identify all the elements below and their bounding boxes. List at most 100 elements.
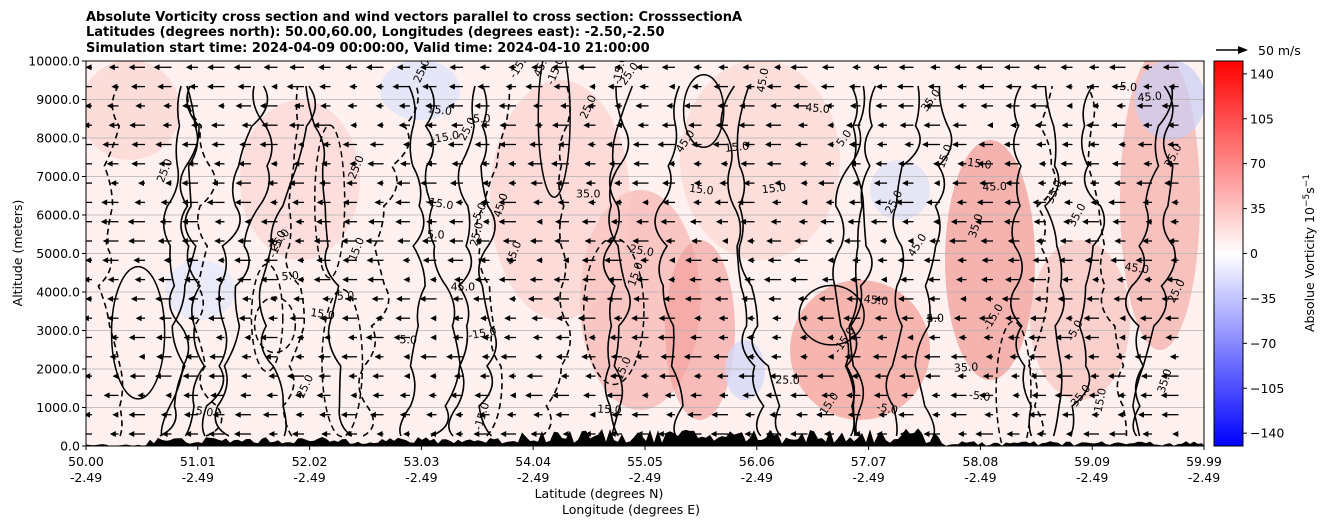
- wind-vector-head: [1028, 353, 1035, 360]
- wind-vector-head: [527, 160, 534, 167]
- wind-vector-head: [159, 218, 166, 225]
- wind-vector-head: [397, 238, 404, 244]
- wind-vector-head: [536, 257, 543, 264]
- wind-vector-head: [155, 334, 162, 341]
- wind-vector-head: [1087, 353, 1094, 360]
- wind-vector-head: [1142, 238, 1149, 244]
- wind-vector-head: [640, 373, 647, 380]
- wind-vector-head: [744, 431, 751, 437]
- wind-vector-head: [1166, 276, 1173, 283]
- wind-vector-head: [827, 257, 834, 264]
- x-tick-label-lon: -2.49: [629, 470, 661, 485]
- wind-vector-head: [376, 122, 383, 129]
- wind-vector-head: [556, 315, 563, 322]
- contour-line: [1086, 85, 1128, 437]
- wind-vector-head: [1116, 276, 1123, 283]
- wind-vector-head: [426, 199, 433, 206]
- wind-vector-head: [1119, 334, 1126, 341]
- wind-vector-head: [130, 83, 137, 90]
- wind-vector-head: [849, 102, 856, 109]
- wind-vector-head: [923, 122, 930, 129]
- wind-vector-head: [207, 64, 214, 71]
- contour-line: [848, 85, 877, 437]
- wind-vector-head: [924, 102, 931, 109]
- wind-vector-head: [1119, 315, 1126, 322]
- wind-vector-head: [1113, 295, 1120, 302]
- wind-vector-head: [979, 180, 986, 187]
- x-tick-label-lat: 59.99: [1186, 454, 1222, 469]
- wind-vector-head: [581, 257, 588, 264]
- wind-vector-head: [607, 83, 614, 90]
- wind-vector-head: [714, 199, 721, 206]
- contour-label: -5.0: [876, 400, 899, 417]
- wind-vector-head: [376, 180, 383, 187]
- wind-vector-head: [898, 411, 905, 418]
- wind-vector-head: [957, 160, 964, 167]
- wind-vector-head: [631, 334, 638, 341]
- wind-vector-head: [108, 122, 115, 129]
- wind-vector-head: [498, 102, 505, 109]
- wind-vector-head: [215, 295, 222, 302]
- wind-vector-head: [604, 257, 611, 264]
- wind-vector-head: [766, 83, 773, 90]
- wind-vector-head: [766, 238, 773, 244]
- wind-vector-head: [110, 334, 117, 341]
- wind-vector-head: [843, 315, 850, 322]
- wind-vector-head: [664, 392, 671, 399]
- wind-vector-head: [181, 180, 188, 187]
- wind-vector-head: [900, 276, 907, 283]
- wind-vector-head: [454, 276, 461, 283]
- wind-vector-head: [319, 315, 326, 322]
- wind-vector-head: [369, 411, 376, 418]
- wind-vector-head: [531, 64, 538, 71]
- wind-vector-head: [950, 392, 957, 399]
- wind-vector-head: [447, 141, 454, 148]
- contour-label: 15.0: [1092, 387, 1109, 414]
- wind-vector-head: [452, 295, 459, 302]
- wind-vector-head: [536, 218, 543, 225]
- wind-vector-head: [508, 160, 515, 167]
- wind-vector-head: [794, 238, 801, 244]
- wind-vector-head: [1032, 257, 1039, 264]
- wind-vector-head: [498, 199, 505, 206]
- wind-vector-head: [319, 411, 326, 418]
- wind-vector-head: [1117, 392, 1124, 399]
- wind-vector-head: [428, 392, 435, 399]
- wind-vector-head: [897, 160, 904, 167]
- contour-label: 35.0: [576, 187, 601, 200]
- wind-vector-head: [1091, 411, 1098, 418]
- wind-vector-head: [1108, 199, 1115, 206]
- wind-vector-head: [268, 431, 275, 437]
- wind-vector-head: [215, 276, 222, 283]
- wind-vector-head: [160, 411, 167, 418]
- wind-vector-head: [1168, 83, 1175, 90]
- wind-vector-head: [288, 122, 295, 129]
- wind-vector-head: [926, 199, 933, 206]
- wind-vector-head: [135, 315, 142, 322]
- wind-vector-head: [1036, 431, 1043, 437]
- wind-vector-head: [922, 141, 929, 148]
- wind-vector-head: [852, 64, 859, 71]
- wind-vector-head: [661, 122, 668, 129]
- wind-vector-head: [207, 315, 214, 322]
- wind-vector-head: [792, 102, 799, 109]
- wind-vector-head: [744, 276, 751, 283]
- wind-vector-head: [948, 238, 955, 244]
- wind-vector-head: [1161, 102, 1168, 109]
- wind-vector-head: [1161, 295, 1168, 302]
- vorticity-shading: [86, 61, 1204, 420]
- wind-vector-head: [658, 373, 665, 380]
- x-tick-label-lon: -2.49: [964, 470, 996, 485]
- wind-vector-head: [902, 218, 909, 225]
- wind-vector-head: [341, 353, 348, 360]
- wind-vector-head: [821, 276, 828, 283]
- wind-vector-head: [270, 160, 277, 167]
- wind-vector-head: [1083, 315, 1090, 322]
- wind-vector-head: [217, 257, 224, 264]
- wind-vector-head: [1055, 373, 1062, 380]
- contour-label: 15.0: [724, 139, 750, 154]
- quiver-key-arrow-head: [1238, 46, 1248, 54]
- wind-vector-head: [322, 295, 329, 302]
- plot-area: 5.0-5.0-15.0-15.025.05.025.015.015.045.0…: [86, 61, 1204, 446]
- wind-vector-head: [131, 160, 138, 167]
